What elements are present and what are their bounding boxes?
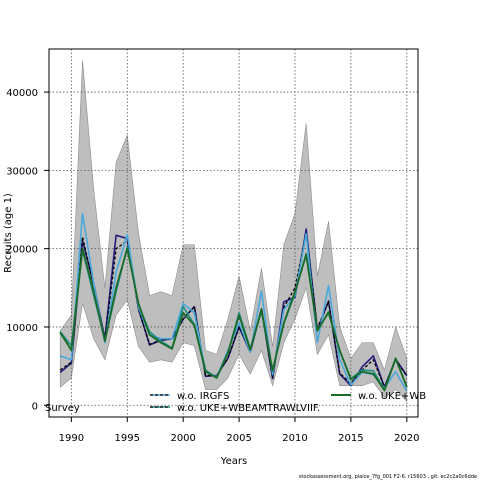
y-axis-ticks: 0 10000 20000 30000 40000	[6, 88, 49, 412]
x-axis-ticks: 1990 1995 2000 2005 2010 2015 2020	[59, 417, 420, 444]
series-layer	[59, 212, 408, 392]
y-axis-title: Recruits (age 1)	[3, 193, 14, 273]
legend: Survey w.o. IRGFS w.o. UKE+WBEAMTRAWLVII…	[45, 391, 426, 414]
confidence-band	[59, 60, 408, 403]
x-tick-label: 2020	[394, 433, 419, 444]
y-tick-label: 0	[32, 401, 38, 412]
y-tick-label: 40000	[6, 88, 38, 99]
legend-label-irgfs: w.o. IRGFS	[177, 391, 229, 402]
legend-label-uke-teal: w.o. UKE+WBEAMTRAWLVIIF.	[177, 403, 320, 414]
confidence-band-layer	[59, 60, 408, 403]
x-tick-label: 2000	[170, 433, 195, 444]
x-tick-label: 1990	[59, 433, 84, 444]
series-line-4	[59, 247, 408, 392]
x-axis-title: Years	[220, 456, 247, 467]
x-tick-label: 2010	[282, 433, 307, 444]
y-tick-label: 30000	[6, 166, 38, 177]
x-tick-label: 1995	[115, 433, 140, 444]
y-tick-label: 20000	[6, 245, 38, 256]
y-tick-label: 10000	[6, 323, 38, 334]
footer-caption: stockassessment.org, plaice_7fg_001 F2-6…	[299, 474, 477, 480]
legend-label-survey: Survey	[45, 403, 80, 414]
x-tick-label: 2015	[338, 433, 363, 444]
x-tick-label: 2005	[226, 433, 251, 444]
legend-label-uke-green: w.o. UKE+WB	[358, 391, 426, 402]
plot-frame	[48, 48, 419, 418]
